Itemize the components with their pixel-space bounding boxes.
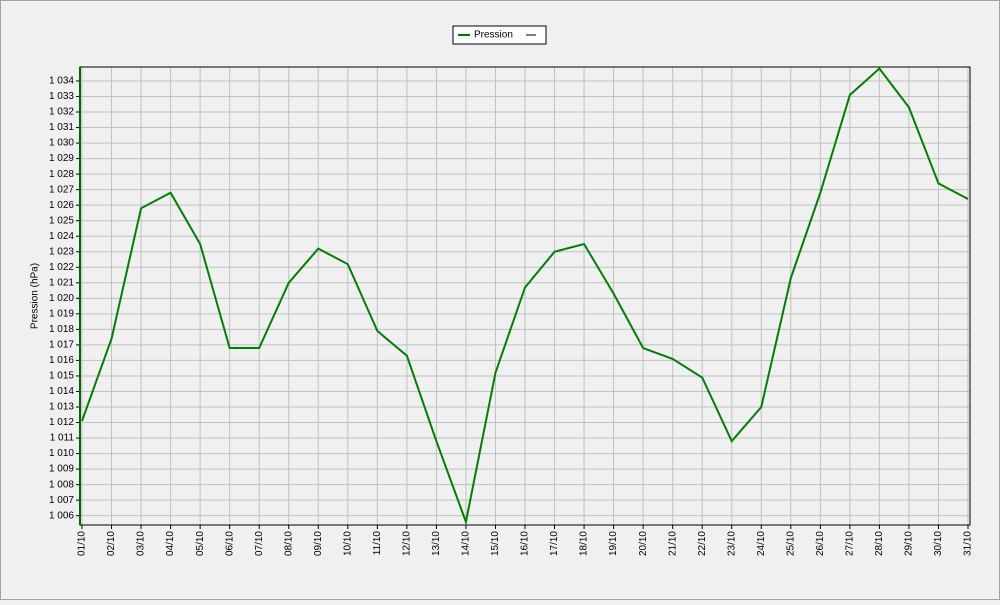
y-tick-label: 1 018 <box>49 324 74 335</box>
y-tick-label: 1 006 <box>49 510 74 521</box>
x-tick-label: 14/10 <box>461 531 472 556</box>
x-tick-label: 21/10 <box>667 531 678 556</box>
y-tick-label: 1 007 <box>49 495 74 506</box>
y-tick-label: 1 010 <box>49 448 74 459</box>
legend-box <box>452 25 547 45</box>
x-tick-label: 18/10 <box>579 531 590 556</box>
y-tick-label: 1 017 <box>49 340 74 351</box>
y-tick-label: 1 027 <box>49 184 74 195</box>
x-tick-label: 20/10 <box>638 531 649 556</box>
y-tick-label: 1 008 <box>49 479 74 490</box>
x-tick-label: 16/10 <box>520 531 531 556</box>
legend: Pression <box>452 25 547 45</box>
y-tick-label: 1 028 <box>49 169 74 180</box>
y-tick-label: 1 012 <box>49 417 74 428</box>
x-tick-label: 13/10 <box>431 531 442 556</box>
x-tick-label: 03/10 <box>136 531 147 556</box>
x-tick-label: 28/10 <box>874 531 885 556</box>
x-tick-label: 30/10 <box>933 531 944 556</box>
grid: 1 006 1 007 1 008 1 009 1 010 1 011 1 012 1 013… <box>49 66 974 556</box>
x-tick-label: 23/10 <box>726 531 737 556</box>
x-tick-label: 15/10 <box>490 531 501 556</box>
x-tick-label: 02/10 <box>106 531 117 556</box>
x-tick-label: 29/10 <box>904 531 915 556</box>
x-tick-label: 04/10 <box>165 531 176 556</box>
x-tick-label: 01/10 <box>77 531 88 556</box>
y-tick-label: 1 024 <box>49 231 74 242</box>
x-tick-label: 12/10 <box>402 531 413 556</box>
legend-label: Pression <box>474 30 513 41</box>
x-tick-label: 10/10 <box>342 531 353 556</box>
y-tick-label: 1 014 <box>49 386 74 397</box>
x-tick-label: 22/10 <box>697 531 708 556</box>
y-axis-label: Pression (hPa) <box>30 263 41 329</box>
y-tick-label: 1 021 <box>49 277 74 288</box>
y-tick-label: 1 009 <box>49 464 74 475</box>
x-tick-label: 31/10 <box>963 531 974 556</box>
y-tick-label: 1 025 <box>49 215 74 226</box>
y-tick-label: 1 019 <box>49 308 74 319</box>
y-tick-label: 1 011 <box>50 433 75 444</box>
x-tick-label: 24/10 <box>756 531 767 556</box>
y-tick-label: 1 032 <box>49 107 74 118</box>
y-tick-label: 1 034 <box>49 76 74 87</box>
y-tick-label: 1 033 <box>49 91 74 102</box>
y-tick-label: 1 031 <box>49 122 74 133</box>
x-tick-label: 11/10 <box>372 531 383 556</box>
y-tick-label: 1 016 <box>49 355 74 366</box>
y-tick-label: 1 020 <box>49 293 74 304</box>
y-tick-label: 1 015 <box>49 371 74 382</box>
x-tick-label: 09/10 <box>313 531 324 556</box>
y-tick-label: 1 023 <box>49 246 74 257</box>
y-tick-label: 1 029 <box>49 153 74 164</box>
x-tick-label: 19/10 <box>608 531 619 556</box>
x-tick-label: 17/10 <box>549 531 560 556</box>
marks <box>81 67 969 526</box>
y-tick-label: 1 022 <box>49 262 74 273</box>
data-line <box>81 67 969 526</box>
x-tick-label: 27/10 <box>845 531 856 556</box>
y-tick-label: 1 030 <box>49 138 74 149</box>
y-tick-label: 1 026 <box>49 200 74 211</box>
x-tick-label: 06/10 <box>224 531 235 556</box>
y-tick-label: 1 013 <box>49 402 74 413</box>
x-tick-label: 05/10 <box>195 531 206 556</box>
x-tick-label: 07/10 <box>254 531 265 556</box>
x-tick-label: 25/10 <box>785 531 796 556</box>
x-tick-label: 08/10 <box>283 531 294 556</box>
x-tick-label: 26/10 <box>815 531 826 556</box>
